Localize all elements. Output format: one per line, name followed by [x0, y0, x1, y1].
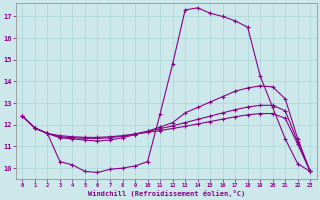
X-axis label: Windchill (Refroidissement éolien,°C): Windchill (Refroidissement éolien,°C) [88, 190, 245, 197]
